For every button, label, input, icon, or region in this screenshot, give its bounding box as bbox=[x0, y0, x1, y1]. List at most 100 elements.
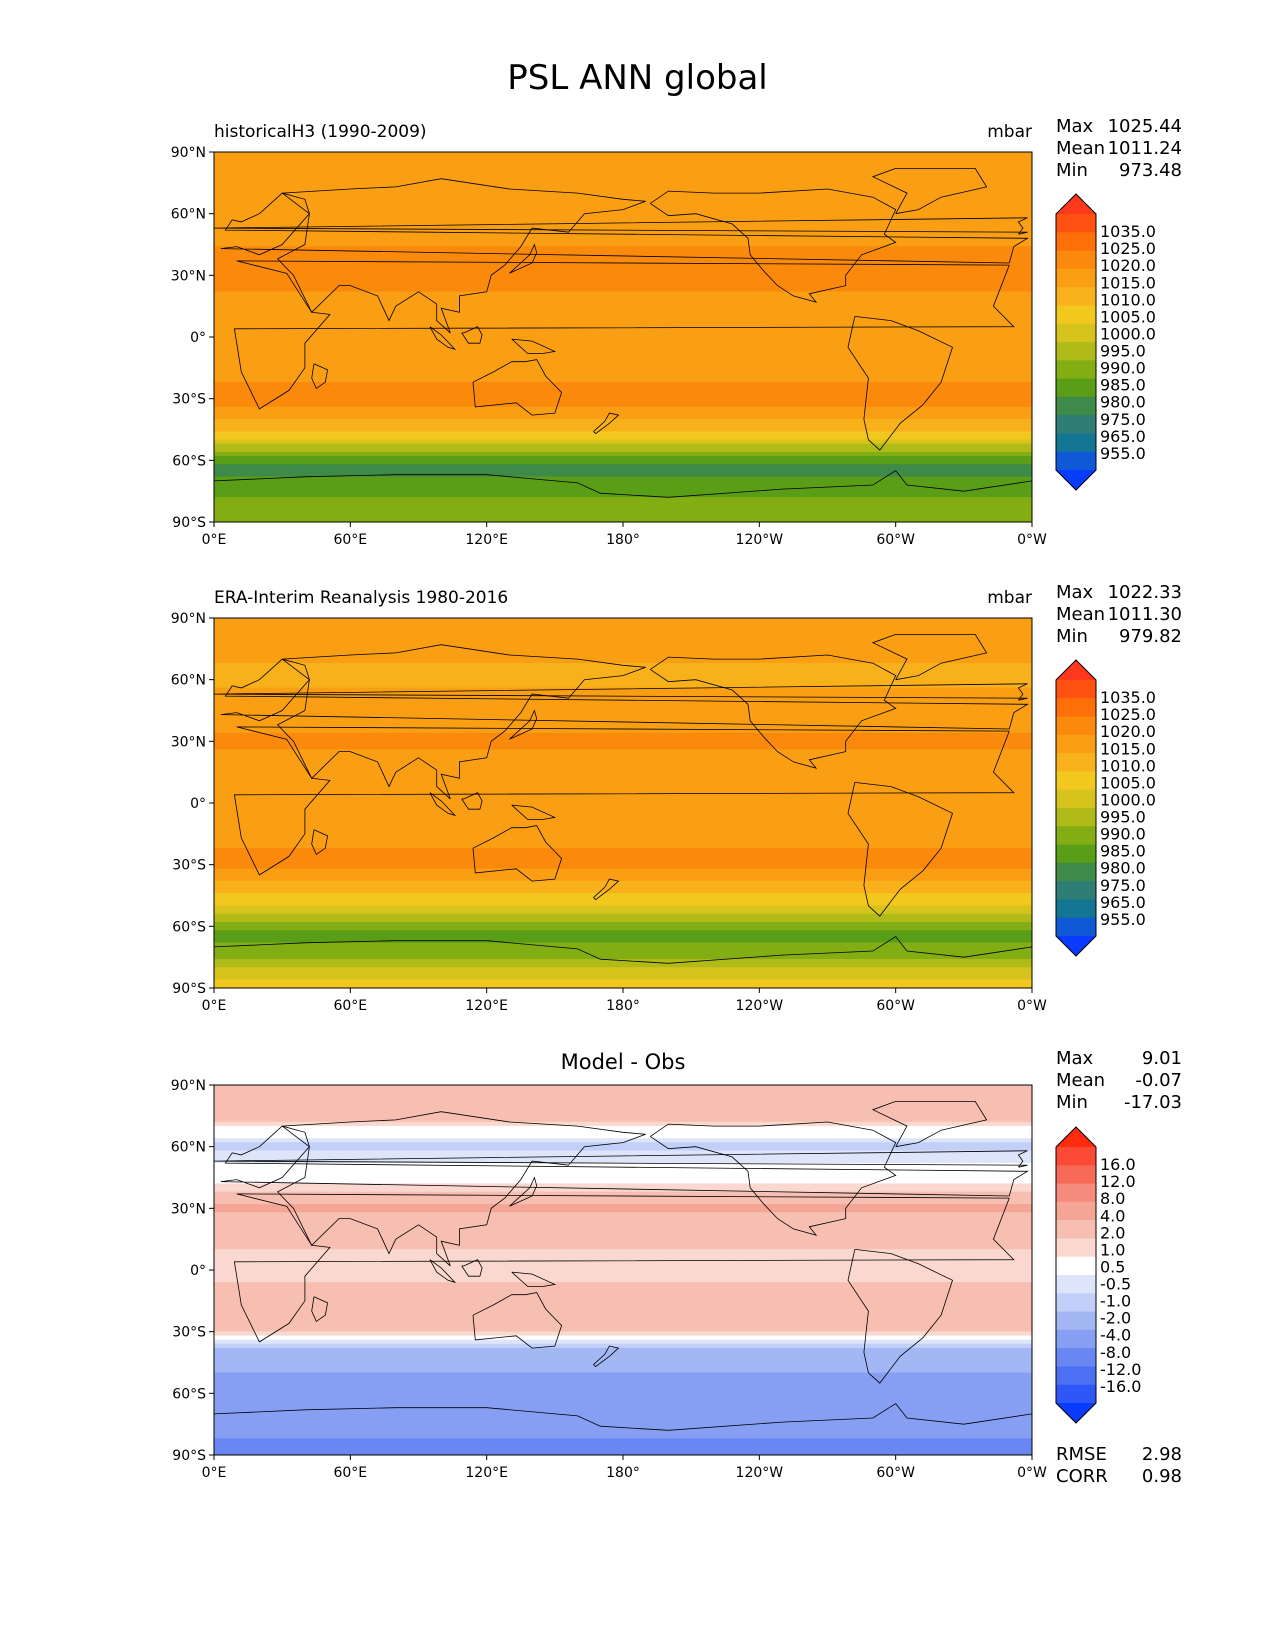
coastline-4 bbox=[871, 1101, 988, 1148]
coastline-11 bbox=[311, 1296, 329, 1323]
stat-min-label: Min bbox=[1056, 160, 1088, 181]
contour-band bbox=[214, 308, 1032, 313]
colorbar-tick-label: 1025.0 bbox=[1100, 705, 1156, 724]
contour-band bbox=[214, 1409, 1032, 1415]
colorbar-swatch bbox=[1056, 1183, 1096, 1203]
contour-band bbox=[214, 287, 1032, 292]
contour-band bbox=[214, 1175, 1032, 1180]
colorbar-swatch bbox=[1056, 1275, 1096, 1294]
extra-stats-box: RMSE 2.98 CORR 0.98 bbox=[1056, 1444, 1182, 1488]
x-tick-label: 0°E bbox=[202, 532, 227, 548]
coastline-3 bbox=[650, 188, 897, 303]
contour-band bbox=[214, 1085, 1032, 1090]
colorbar-outline bbox=[1055, 193, 1097, 491]
contour-band bbox=[214, 757, 1032, 763]
colorbar-swatch bbox=[1056, 734, 1096, 754]
contour-band bbox=[214, 695, 1032, 701]
coastline-0 bbox=[233, 726, 1015, 876]
contour-band bbox=[214, 262, 1032, 268]
colorbar-tick-label: 990.0 bbox=[1100, 359, 1146, 378]
colorbar-swatch bbox=[1056, 250, 1096, 270]
contour-band bbox=[214, 509, 1032, 514]
contour-band bbox=[214, 168, 1032, 173]
coastline-10 bbox=[593, 412, 620, 435]
contour-band bbox=[214, 1204, 1032, 1209]
contour-field bbox=[214, 152, 1032, 522]
colorbar-tick-label: 1000.0 bbox=[1100, 324, 1156, 343]
colorbar-tick-label: 1.0 bbox=[1100, 1240, 1125, 1259]
coastline-14 bbox=[511, 1271, 557, 1287]
contour-band bbox=[214, 1113, 1032, 1119]
contour-band bbox=[214, 439, 1032, 445]
contour-band bbox=[214, 716, 1032, 721]
coastline-7 bbox=[214, 470, 1032, 522]
contour-band bbox=[214, 402, 1032, 408]
contour-band bbox=[214, 856, 1032, 861]
colorbar-tick-label: 8.0 bbox=[1100, 1189, 1125, 1208]
colorbar-swatch bbox=[1056, 1201, 1096, 1221]
colorbar-extend-bottom bbox=[1056, 936, 1096, 956]
contour-band bbox=[214, 1286, 1032, 1291]
y-tick-label: 30°S bbox=[172, 1325, 206, 1341]
coastline-4 bbox=[871, 168, 988, 215]
x-tick-label: 60°E bbox=[333, 998, 367, 1014]
colorbar-swatch bbox=[1056, 862, 1096, 882]
stat-mean-label: Mean bbox=[1056, 604, 1106, 625]
contour-band bbox=[214, 909, 1032, 915]
panel-model: historicalH3 (1990-2009) mbar Max 1025.44… bbox=[0, 0, 1275, 470]
panel-title: ERA-Interim Reanalysis 1980-2016 bbox=[214, 588, 509, 608]
coastline-13 bbox=[429, 326, 457, 351]
contour-band bbox=[214, 275, 1032, 280]
contour-band bbox=[214, 1421, 1032, 1427]
x-tick-label: 0°E bbox=[202, 1465, 227, 1481]
x-tick-label: 0°E bbox=[202, 998, 227, 1014]
contour-band bbox=[214, 1253, 1032, 1258]
contour-band bbox=[214, 320, 1032, 325]
contour-band bbox=[214, 897, 1032, 902]
contour-band bbox=[214, 192, 1032, 198]
colorbar-tick-label: -2.0 bbox=[1100, 1309, 1131, 1328]
contour-band bbox=[214, 806, 1032, 812]
colorbar-tick-label: 965.0 bbox=[1100, 893, 1146, 912]
stat-min-value: 979.82 bbox=[1119, 626, 1182, 647]
y-tick-label: 30°N bbox=[171, 268, 206, 284]
contour-band bbox=[214, 517, 1032, 522]
coastline-2 bbox=[276, 644, 646, 800]
contour-band bbox=[214, 979, 1032, 985]
contour-band bbox=[214, 1195, 1032, 1201]
y-tick-label: 60°N bbox=[171, 207, 206, 223]
contour-band bbox=[214, 1146, 1032, 1151]
colorbar-swatch bbox=[1056, 1384, 1096, 1404]
contour-band bbox=[214, 1241, 1032, 1246]
colorbar-tick-label: 995.0 bbox=[1100, 808, 1146, 827]
colorbar-swatch bbox=[1056, 680, 1096, 699]
colorbar-swatch bbox=[1056, 415, 1096, 434]
colorbar-swatch bbox=[1056, 1256, 1096, 1276]
contour-band bbox=[214, 419, 1032, 424]
contour-band bbox=[214, 480, 1032, 486]
colorbar-swatch bbox=[1056, 323, 1096, 343]
colorbar-tick-label: 980.0 bbox=[1100, 859, 1146, 878]
contour-band bbox=[214, 176, 1032, 181]
contour-band bbox=[214, 1393, 1032, 1398]
coastline-3 bbox=[650, 654, 897, 769]
contour-band bbox=[214, 905, 1032, 911]
contour-band bbox=[214, 353, 1032, 358]
contour-band bbox=[214, 708, 1032, 713]
coastline-2 bbox=[276, 178, 646, 334]
colorbar-tick-label: 965.0 bbox=[1100, 427, 1146, 446]
contour-band bbox=[214, 447, 1032, 453]
y-tick-label: 90°N bbox=[171, 145, 206, 161]
stat-max-label: Max bbox=[1056, 582, 1094, 603]
contour-band bbox=[214, 225, 1032, 231]
stat-mean-value: 1011.24 bbox=[1107, 138, 1182, 159]
stat-corr-label: CORR bbox=[1056, 1466, 1108, 1487]
contour-field bbox=[214, 618, 1032, 988]
colorbar-tick-label: 955.0 bbox=[1100, 444, 1146, 463]
contour-band bbox=[214, 160, 1032, 165]
y-tick-label: 0° bbox=[190, 796, 206, 812]
contour-band bbox=[214, 827, 1032, 832]
colorbar-swatch bbox=[1056, 378, 1096, 398]
colorbar-tick-label: 1035.0 bbox=[1100, 222, 1156, 241]
colorbar-tick-label: 995.0 bbox=[1100, 342, 1146, 361]
